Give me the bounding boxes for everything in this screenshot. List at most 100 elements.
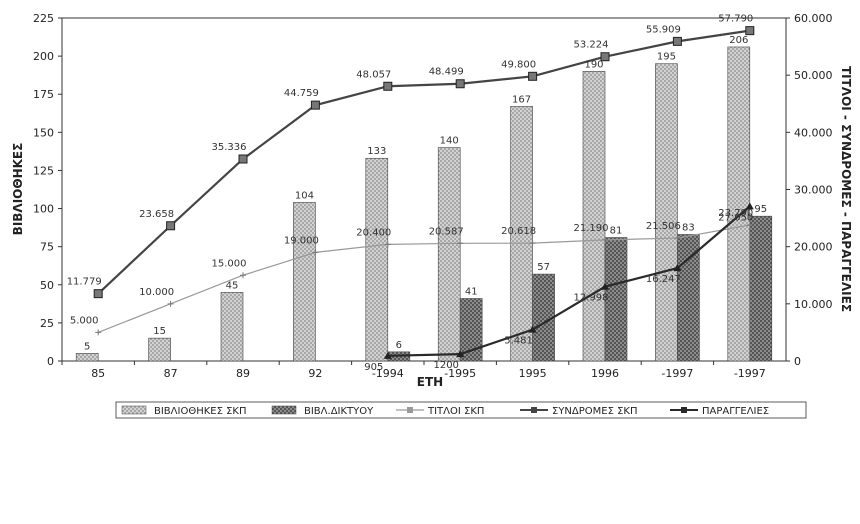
bar-data-label: 206 xyxy=(729,35,748,46)
legend: ΒΙΒΛΙΟΘΗΚΕΣ ΣΚΠ ΒΙΒΛ.ΔΙΚΤΥΟΥ ΤΙΤΛΟΙ ΣΚΠ ΣΥΝ… xyxy=(115,401,807,419)
bar xyxy=(437,147,461,362)
line-data-label: 10.000 xyxy=(139,287,174,298)
x-tick-label: 89 xyxy=(236,367,250,380)
bar xyxy=(220,292,244,362)
line-data-label: 35.336 xyxy=(212,142,247,153)
x-axis-title: ΕΤΗ xyxy=(417,375,443,389)
line-data-label: 5.000 xyxy=(70,315,99,326)
line-data-label: 23.790 xyxy=(718,208,753,219)
series-line xyxy=(97,29,750,295)
y2-axis-title: ΤΙΤΛΟΙ - ΣΥΝΔΡΟΜΕΣ - ΠΑΡΑΓΓΕΛΙΕΣ xyxy=(839,66,853,312)
line-data-label: 21.506 xyxy=(646,221,681,232)
line-marker xyxy=(674,235,681,242)
line-marker xyxy=(240,272,246,279)
line-data-label: 11.779 xyxy=(67,277,102,288)
bar-data-label: 15 xyxy=(153,326,166,337)
legend-swatch xyxy=(121,405,147,415)
line-marker xyxy=(310,100,320,110)
bar xyxy=(677,234,700,362)
line-data-label: 20.400 xyxy=(356,227,391,238)
bar-data-label: 104 xyxy=(295,190,314,201)
line-marker xyxy=(456,350,465,358)
line-data-label: 20.587 xyxy=(429,226,464,237)
legend-label: ΤΙΤΛΟΙ ΣΚΠ xyxy=(427,406,484,417)
bar-data-label: 81 xyxy=(610,226,623,237)
y-axis-title: ΒΙΒΛΙΟΘΗΚΕΣ xyxy=(11,143,25,236)
line-marker xyxy=(383,351,392,359)
legend-marker xyxy=(531,407,537,413)
line-data-label: 55.909 xyxy=(646,24,681,35)
line-marker xyxy=(745,202,754,210)
legend-label: ΒΙΒΛΙΟΘΗΚΕΣ ΣΚΠ xyxy=(154,406,247,417)
bar-data-label: 140 xyxy=(440,136,459,147)
line-marker xyxy=(93,289,103,299)
y2-tick-label: 30.000 xyxy=(794,184,833,197)
line-marker xyxy=(528,71,538,81)
bar xyxy=(75,353,99,362)
line-marker xyxy=(601,282,609,290)
line-data-label: 57.790 xyxy=(718,14,753,25)
y2-tick-label: 0 xyxy=(794,355,801,368)
legend-marker xyxy=(681,407,687,413)
line-marker xyxy=(529,240,536,247)
bar xyxy=(293,202,316,362)
y-tick-label: 175 xyxy=(33,88,54,101)
line-data-label: 20.618 xyxy=(501,226,536,237)
line-marker xyxy=(312,249,319,256)
legend-label: ΒΙΒΛ.ΔΙΚΤΥΟΥ xyxy=(304,406,374,417)
bar xyxy=(604,237,628,362)
bar-data-label: 45 xyxy=(226,280,239,291)
y2-tick-label: 60.000 xyxy=(794,12,833,25)
y-tick-label: 50 xyxy=(40,279,54,292)
y-tick-label: 25 xyxy=(40,317,54,330)
bar-data-label: 95 xyxy=(754,204,767,215)
line-marker xyxy=(166,221,176,231)
x-tick-label: 1996 xyxy=(591,367,619,380)
line-data-label: 19.000 xyxy=(284,235,319,246)
line-marker xyxy=(455,79,465,89)
bar xyxy=(749,215,773,362)
bar-data-label: 5 xyxy=(84,341,90,352)
line-data-label: 5.481 xyxy=(504,336,533,347)
line-data-label: 48.057 xyxy=(356,69,391,80)
series-line xyxy=(387,205,751,357)
bar xyxy=(510,106,533,362)
y-tick-label: 0 xyxy=(47,355,54,368)
x-tick-label: 1995 xyxy=(519,367,547,380)
y-tick-label: 150 xyxy=(33,126,54,139)
line-marker xyxy=(672,36,682,46)
legend-label: ΣΥΝΔΡΟΜΕΣ ΣΚΠ xyxy=(552,406,638,417)
line-data-label: 21.190 xyxy=(574,223,609,234)
bar xyxy=(459,298,483,362)
bar-data-label: 133 xyxy=(367,146,386,157)
line-marker xyxy=(746,222,753,229)
bar-layer xyxy=(75,46,773,362)
line-marker xyxy=(167,300,174,307)
line-data-label: 53.224 xyxy=(574,40,609,51)
bar xyxy=(148,337,171,362)
x-tick-label: -1997 xyxy=(734,367,766,380)
line-layer xyxy=(93,26,755,359)
y2-tick-label: 50.000 xyxy=(794,69,833,82)
bar xyxy=(727,46,751,362)
bar-data-label: 167 xyxy=(512,94,531,105)
x-tick-label: -1994 xyxy=(372,367,404,380)
series-line xyxy=(97,224,750,333)
x-tick-label: 92 xyxy=(308,367,322,380)
y2-tick-label: 10.000 xyxy=(794,298,833,311)
legend-swatch xyxy=(271,405,297,415)
line-marker xyxy=(383,81,393,91)
bar-data-label: 190 xyxy=(584,59,603,70)
line-data-label: 15.000 xyxy=(212,258,247,269)
line-marker xyxy=(528,325,537,333)
x-tick-label: -1997 xyxy=(661,367,693,380)
line-marker xyxy=(673,264,682,272)
data-label-layer: 5 15 45 104 133 140 167 190 195 206 6 41 57 81 83 95 5.0… xyxy=(67,14,767,373)
x-tick-label: 87 xyxy=(164,367,178,380)
line-marker xyxy=(457,240,464,247)
line-data-label: 16.247 xyxy=(646,274,681,285)
x-tick-label: 85 xyxy=(91,367,105,380)
line-marker xyxy=(602,236,608,243)
bar xyxy=(655,63,678,362)
